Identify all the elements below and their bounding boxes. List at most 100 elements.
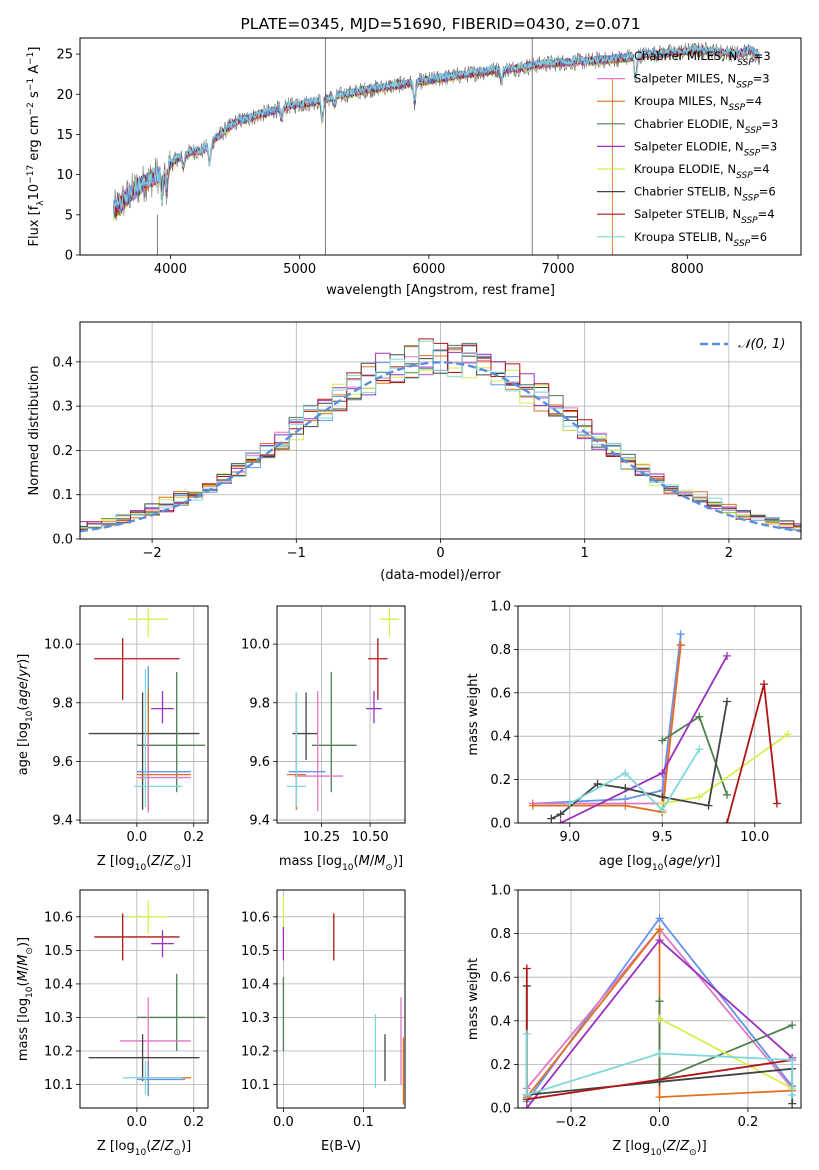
y-tick-label: 10.0 (241, 638, 270, 653)
y-tick-label: 9.4 (249, 814, 270, 829)
plus-marker (788, 1021, 797, 1030)
plus-marker (723, 651, 732, 660)
mass_vs_ebv-plot-area (282, 896, 405, 1105)
age_vs_mass-panel: 10.25 10.50 9.4 9.6 9.8 10.0 mass [log10(M/M⊙)… (241, 605, 406, 873)
y-tick-label: 0.4 (52, 355, 73, 370)
y-tick-label: 9.6 (52, 755, 73, 770)
errorbar-kroupa_stelib (134, 669, 183, 807)
y-axis-label: age [log10(age/yr)] (16, 654, 35, 776)
legend-label: Kroupa ELODIE, NSSP=4 (634, 162, 770, 181)
x-tick-label: 10.50 (351, 830, 388, 845)
plus-marker (695, 712, 704, 721)
plus-marker (655, 914, 664, 923)
axes-frame (79, 605, 209, 824)
errorbar-chabrier_stelib (88, 692, 200, 810)
y-tick-label: 10.5 (241, 944, 270, 959)
legend-label: Chabrier STELIB, NSSP=6 (634, 185, 776, 204)
y-tick-label: 10 (56, 168, 73, 183)
errorbar-chabrier_miles (136, 1062, 186, 1097)
plus-marker (658, 736, 667, 745)
series-line (659, 1017, 793, 1090)
plus-marker (788, 1056, 797, 1065)
plus-marker (655, 925, 664, 934)
plus-marker (723, 790, 732, 799)
plus-marker (676, 630, 685, 639)
plus-marker (556, 819, 565, 823)
x-tick-label: 10.25 (303, 830, 340, 845)
series-salpeter_stelib (723, 680, 781, 823)
series-chabrier_elodie (658, 712, 732, 799)
y-tick-label: 0 (65, 249, 73, 264)
plus-marker (676, 641, 685, 650)
series-kroupa_stelib (565, 745, 704, 814)
y-tick-label: 0.8 (490, 643, 511, 658)
y-tick-label: 0.6 (490, 686, 511, 701)
axes-frame (79, 37, 802, 256)
spectrum-panel: 4000 5000 6000 7000 8000 0 5 10 15 20 25 PLATE=0345… (26, 15, 802, 298)
errorbar-chabrier_elodie (311, 671, 357, 793)
y-tick-label: 0.4 (490, 730, 511, 745)
y-tick-label: 10.4 (241, 977, 270, 992)
errorbar-kroupa_stelib (122, 1061, 183, 1095)
y-tick-label: 10.2 (44, 1044, 73, 1059)
y-tick-label: 0.4 (490, 1014, 511, 1029)
series-line (726, 683, 778, 823)
y-tick-label: 10.5 (44, 944, 73, 959)
x-tick-label: 0.2 (183, 830, 204, 845)
x-tick-label: 0.2 (183, 1115, 204, 1130)
errorbar-kroupa_elodie (128, 900, 169, 934)
x-tick-label: 7000 (542, 262, 575, 277)
series-chabrier_stelib (547, 697, 732, 823)
errorbar-chabrier_miles (288, 692, 326, 810)
age_vs_Z-panel: 0.0 0.2 9.4 9.6 9.8 10.0 Z [log10(Z/Z⊙)] age [l… (16, 605, 209, 873)
plus-marker (655, 997, 664, 1006)
y-tick-label: 10.3 (44, 1011, 73, 1026)
y-tick-label: 9.6 (249, 755, 270, 770)
errorbar-salpeter_elodie (151, 691, 174, 724)
x-tick-label: −0.2 (555, 1115, 587, 1130)
y-tick-label: 10.2 (241, 1044, 270, 1059)
series-kroupa_elodie (658, 730, 793, 808)
x-tick-label: 0.0 (273, 1115, 294, 1130)
errorbar-salpeter_miles (119, 997, 191, 1082)
y-tick-label: 10.3 (241, 1011, 270, 1026)
plus-marker (655, 1093, 664, 1102)
x-axis-label: mass [log10(M/M⊙)] (279, 854, 403, 873)
y-tick-label: 1.0 (490, 600, 511, 615)
errorbar-kroupa_elodie (128, 607, 169, 637)
plus-marker (621, 801, 630, 810)
y-tick-label: 0.2 (490, 773, 511, 788)
x-axis-label: wavelength [Angstrom, rest frame] (326, 283, 555, 298)
errorbar-kroupa_stelib (286, 692, 307, 807)
x-tick-label: 4000 (154, 262, 187, 277)
plus-marker (522, 964, 531, 973)
y-tick-label: 0.0 (490, 817, 511, 832)
spectrum-plot-area (113, 38, 761, 255)
x-axis-label: E(B-V) (321, 1139, 361, 1154)
y-tick-label: 10.6 (44, 910, 73, 925)
x-tick-label: 0 (436, 546, 444, 561)
y-tick-label: 10.6 (241, 910, 270, 925)
histogram-salpeter_miles (80, 349, 801, 528)
x-tick-label: 5000 (283, 262, 316, 277)
mass_vs_Z-plot-area (88, 900, 206, 1097)
y-tick-label: 15 (56, 128, 73, 143)
x-tick-label: 0.0 (127, 1115, 148, 1130)
y-tick-label: 0.6 (490, 971, 511, 986)
plus-marker (522, 1090, 531, 1099)
x-tick-label: 1 (581, 546, 589, 561)
y-tick-label: 9.8 (249, 696, 270, 711)
series-salpeter_stelib (522, 964, 797, 1104)
series-line (560, 655, 728, 823)
plus-marker (621, 769, 630, 778)
plus-marker (772, 799, 781, 808)
errorbar-kroupa_elodie (379, 607, 400, 637)
y-tick-label: 10.1 (241, 1078, 270, 1093)
series-line (569, 748, 701, 812)
series-chabrier_miles (528, 630, 685, 808)
normal-curve (80, 361, 801, 533)
series-kroupa_stelib (522, 1029, 797, 1099)
weight_vs_age-panel: 9.0 9.5 10.0 0.0 0.2 0.4 0.6 0.8 1.0 age [log10(a… (466, 600, 802, 873)
plus-marker (522, 1104, 531, 1108)
